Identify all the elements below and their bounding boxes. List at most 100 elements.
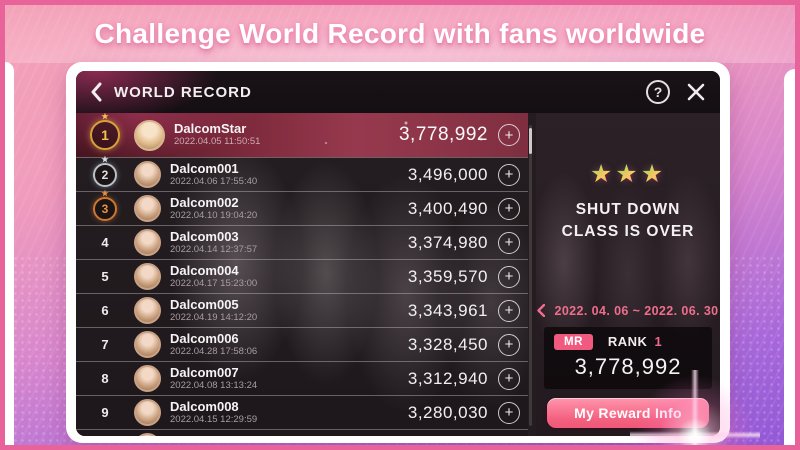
avatar — [134, 399, 161, 426]
add-friend-button[interactable]: + — [498, 401, 520, 424]
score-value: 3,343,961 — [407, 300, 488, 320]
add-friend-button[interactable]: + — [498, 299, 520, 322]
leaderboard-row: 4 Dalcom003 2022.04.14 12:37:57 3,374,98… — [76, 225, 528, 259]
my-reward-info-button[interactable]: My Reward Info — [547, 397, 709, 428]
score-value: 3,359,570 — [407, 266, 488, 286]
rank-value: 1 — [654, 334, 662, 350]
scrollbar-thumb[interactable] — [529, 128, 532, 154]
plus-icon: + — [504, 126, 514, 144]
rank-badge: 8 — [101, 371, 109, 386]
rank-badge: 3 — [93, 196, 117, 221]
add-friend-button[interactable]: + — [498, 197, 520, 220]
score-value: 3,328,450 — [407, 334, 488, 354]
player-name: Dalcom007 — [170, 364, 239, 380]
back-button[interactable] — [90, 82, 102, 102]
avatar — [134, 195, 161, 222]
player-name: Dalcom002 — [170, 194, 239, 210]
add-friend-button[interactable]: + — [498, 124, 520, 146]
app-bar: WORLD RECORD ? — [76, 71, 720, 113]
screenshot-frame: WORLD RECORD ? — [66, 62, 730, 443]
add-friend-button[interactable]: + — [498, 265, 520, 288]
rank-badge: 4 — [101, 235, 109, 250]
player-name: Dalcom005 — [170, 296, 239, 312]
record-date: 2022.04.14 12:37:57 — [170, 243, 258, 255]
record-date: 2022.04.17 15:23:00 — [170, 277, 258, 289]
plus-icon: + — [504, 336, 514, 353]
help-button[interactable]: ? — [646, 80, 670, 104]
leaderboard-row-first: 1 DalcomStar 2022.04.05 11:50:51 3,778,9… — [76, 113, 528, 157]
add-friend-button[interactable]: + — [498, 231, 520, 254]
banner-title: Challenge World Record with fans worldwi… — [94, 18, 706, 49]
song-info-panel: ★ ★ ★ SHUT DOWN CLASS IS OVER — [536, 113, 720, 436]
close-button[interactable] — [686, 82, 706, 102]
mode-badge: MR — [554, 333, 593, 350]
my-score-value: 3,778,992 — [574, 353, 682, 379]
avatar — [134, 229, 161, 256]
leaderboard-row: 3 Dalcom002 2022.04.10 19:04:20 3,400,49… — [76, 191, 528, 225]
rank-badge: 5 — [101, 269, 109, 284]
plus-icon: + — [504, 200, 514, 217]
score-value: 3,778,992 — [398, 124, 488, 145]
add-friend-button[interactable]: + — [498, 333, 520, 356]
rank-badge: 9 — [101, 405, 109, 420]
next-screenshot-edge — [784, 69, 795, 445]
avatar — [134, 297, 161, 324]
record-date: 2022.04.08 13:13:24 — [170, 379, 258, 391]
song-title: SHUT DOWN CLASS IS OVER — [562, 199, 695, 244]
avatar — [134, 331, 161, 358]
rating-star-icon: ★ — [589, 160, 616, 188]
score-value: 3,280,030 — [407, 402, 488, 422]
score-value: 3,496,000 — [407, 164, 488, 184]
plus-icon: + — [504, 370, 514, 387]
score-value: 3,374,980 — [407, 232, 488, 252]
chevron-left-icon — [537, 304, 546, 318]
leaderboard-row: 8 Dalcom007 2022.04.08 13:13:24 3,312,94… — [76, 361, 528, 395]
avatar — [134, 365, 161, 392]
previous-screenshot-edge — [5, 62, 14, 445]
player-name: DalcomStar — [174, 121, 247, 137]
leaderboard-row: 2 Dalcom001 2022.04.06 17:55:40 3,496,00… — [76, 157, 528, 191]
player-name: Dalcom001 — [170, 160, 239, 176]
difficulty-stars: ★ ★ ★ — [590, 159, 666, 189]
song-title-line1: SHUT DOWN — [575, 201, 681, 218]
record-date: 2022.04.19 14:12:20 — [170, 311, 258, 323]
world-record-screen: WORLD RECORD ? — [76, 71, 720, 436]
content-area: 1 DalcomStar 2022.04.05 11:50:51 3,778,9… — [76, 113, 720, 436]
rating-star-icon: ★ — [640, 160, 667, 188]
record-date: 2022.04.28 17:58:06 — [170, 345, 258, 357]
plus-icon: + — [504, 404, 514, 421]
leaderboard-row: 5 Dalcom004 2022.04.17 15:23:00 3,359,57… — [76, 259, 528, 293]
player-name: Dalcom006 — [170, 330, 239, 346]
score-value: 3,312,940 — [407, 368, 488, 388]
add-friend-button[interactable]: + — [498, 367, 520, 390]
back-chevron-icon — [90, 82, 102, 102]
leaderboard: 1 DalcomStar 2022.04.05 11:50:51 3,778,9… — [76, 113, 528, 436]
player-name: Dalcom004 — [170, 262, 239, 278]
my-score-box: MR RANK 1 3,778,992 — [544, 326, 712, 389]
scrollbar[interactable] — [529, 125, 532, 426]
rating-star-icon: ★ — [615, 160, 641, 188]
leaderboard-row: 9 Dalcom008 2022.04.15 12:29:59 3,280,03… — [76, 395, 528, 429]
record-date: 2022.04.06 17:55:40 — [170, 175, 258, 187]
avatar — [134, 161, 161, 188]
song-title-line2: CLASS IS OVER — [561, 223, 695, 241]
plus-icon: + — [504, 166, 514, 183]
add-friend-button[interactable]: + — [498, 163, 520, 186]
plus-icon: + — [504, 302, 514, 319]
event-period: 2022. 04. 06 ~ 2022. 06. 30 — [554, 303, 719, 318]
leaderboard-row: 7 Dalcom006 2022.04.28 17:58:06 3,328,45… — [76, 327, 528, 361]
avatar — [134, 119, 165, 151]
record-date: 2022.04.15 12:29:59 — [170, 413, 258, 425]
period-row: 2022. 04. 06 ~ 2022. 06. 30 — [537, 304, 718, 318]
banner: Challenge World Record with fans worldwi… — [5, 5, 795, 63]
rank-label: RANK — [607, 334, 648, 350]
leaderboard-rows: 2 Dalcom001 2022.04.06 17:55:40 3,496,00… — [76, 157, 528, 436]
question-mark-icon: ? — [653, 84, 663, 100]
plus-icon: + — [504, 268, 514, 285]
previous-period-button[interactable] — [537, 304, 546, 318]
rank-badge: 7 — [101, 337, 109, 352]
leaderboard-row: 6 Dalcom005 2022.04.19 14:12:20 3,343,96… — [76, 293, 528, 327]
rank-1-medal-icon: 1 — [90, 120, 120, 150]
page-title: WORLD RECORD — [114, 83, 252, 101]
